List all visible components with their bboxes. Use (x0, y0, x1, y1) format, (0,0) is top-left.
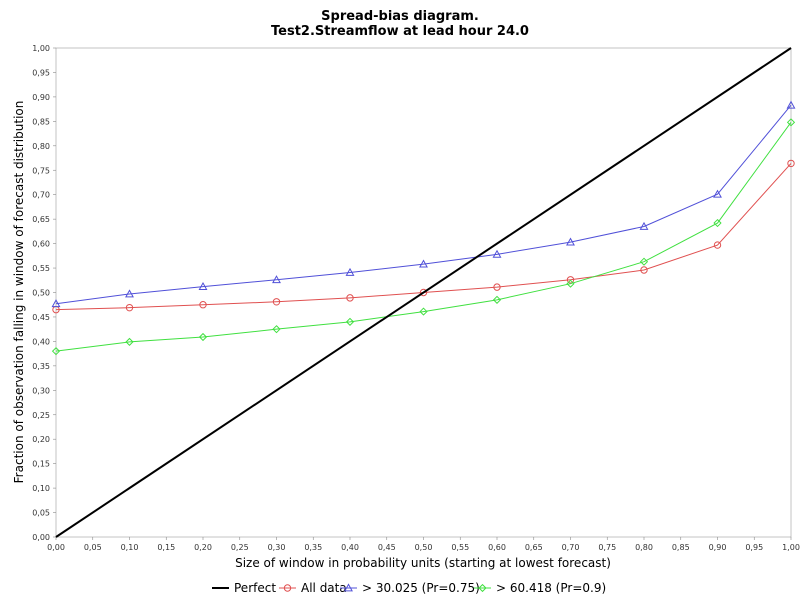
y-tick-label: 0,35 (32, 362, 50, 371)
series-line (55, 122, 792, 352)
data-point (419, 307, 428, 316)
x-tick-label: 0,75 (598, 543, 616, 552)
y-tick-label: 0,65 (32, 215, 50, 224)
x-tick-label: 0,60 (488, 543, 506, 552)
data-point (566, 276, 575, 284)
legend-marker (283, 584, 292, 592)
x-tick-label: 0,40 (341, 543, 359, 552)
data-point (639, 221, 649, 230)
data-point (272, 325, 281, 334)
data-point (713, 218, 722, 228)
chart-subtitle: Test2.Streamflow at lead hour 24.0 (271, 24, 529, 39)
series-line (55, 104, 792, 305)
y-tick-label: 0,45 (32, 313, 50, 322)
y-tick-label: 0,15 (32, 460, 50, 469)
x-tick-label: 0,25 (231, 543, 249, 552)
series-line (55, 47, 792, 538)
data-point (346, 294, 354, 302)
legend-item: All data (279, 581, 347, 595)
y-tick-label: 0,95 (32, 68, 50, 77)
y-tick-label: 0,50 (32, 289, 50, 298)
legend-label: All data (301, 581, 347, 595)
x-tick-label: 0,45 (378, 543, 396, 552)
data-point (198, 282, 208, 291)
legend-marker (478, 583, 487, 593)
x-tick-label: 0,80 (635, 543, 653, 552)
x-tick-label: 0,15 (157, 543, 175, 552)
data-point (51, 299, 61, 308)
data-point (787, 159, 795, 168)
data-point (493, 283, 501, 291)
y-tick-label: 0,10 (32, 484, 50, 493)
legend: Perfect All data > 30.025 (Pr=0.75) > 60.41… (212, 581, 606, 595)
series-layer (51, 47, 796, 538)
x-tick-label: 0,65 (525, 543, 543, 552)
y-tick-label: 0,05 (32, 509, 50, 518)
data-point (51, 347, 61, 356)
legend-label: Perfect (234, 581, 276, 595)
data-point (419, 259, 428, 268)
x-tick-label: 0,90 (709, 543, 727, 552)
y-tick-label: 1,00 (32, 44, 50, 53)
data-point (566, 237, 575, 246)
y-tick-label: 0,75 (32, 166, 50, 175)
data-point (492, 295, 502, 304)
x-tick-label: 0,00 (47, 543, 65, 552)
y-tick-label: 0,85 (32, 117, 50, 126)
data-point (492, 249, 502, 258)
y-tick-label: 0,60 (32, 240, 50, 249)
axis-ticks: 0,00 0,05 0,10 0,15 0,20 0,25 0,30 0,35 0,40 0,45… (32, 44, 800, 552)
data-point (125, 303, 134, 312)
x-tick-label: 0,50 (415, 543, 433, 552)
y-tick-label: 0,80 (32, 142, 50, 151)
x-tick-label: 0,20 (194, 543, 212, 552)
data-point (639, 257, 649, 266)
legend-label: > 30.025 (Pr=0.75) (362, 581, 480, 595)
legend-marker (344, 583, 353, 592)
data-point (713, 241, 722, 249)
data-point (345, 317, 355, 326)
x-axis-label: Size of window in probability units (sta… (235, 556, 611, 570)
x-tick-label: 0,05 (84, 543, 102, 552)
y-tick-label: 0,20 (32, 435, 50, 444)
data-point (419, 288, 428, 297)
x-tick-label: 0,95 (745, 543, 763, 552)
data-point (786, 100, 796, 109)
data-point (345, 267, 355, 276)
legend-item: > 60.418 (Pr=0.9) (474, 581, 606, 595)
y-tick-label: 0,55 (32, 264, 50, 273)
x-tick-label: 0,10 (121, 543, 139, 552)
data-point (199, 301, 207, 309)
data-point (125, 289, 134, 298)
data-point (272, 298, 281, 306)
chart-title: Spread-bias diagram. (321, 9, 479, 24)
legend-item: Perfect (212, 581, 276, 595)
x-tick-label: 0,30 (268, 543, 286, 552)
series-30-025-pr-0-75 (51, 100, 796, 308)
x-tick-label: 1,00 (782, 543, 800, 552)
legend-item: > 30.025 (Pr=0.75) (340, 581, 480, 595)
x-tick-label: 0,35 (304, 543, 322, 552)
data-point (198, 332, 208, 342)
series-perfect (55, 47, 792, 538)
y-tick-label: 0,70 (32, 191, 50, 200)
legend-label: > 60.418 (Pr=0.9) (496, 581, 606, 595)
y-axis-label: Fraction of observation falling in windo… (12, 101, 26, 484)
data-point (713, 189, 722, 198)
y-tick-label: 0,00 (32, 533, 50, 542)
y-tick-label: 0,25 (32, 411, 50, 420)
y-tick-label: 0,90 (32, 93, 50, 102)
y-tick-label: 0,30 (32, 386, 50, 395)
x-tick-label: 0,70 (562, 543, 580, 552)
data-point (272, 275, 281, 284)
data-point (786, 118, 796, 127)
data-point (125, 337, 134, 346)
data-point (640, 266, 648, 274)
data-point (566, 279, 575, 288)
x-tick-label: 0,55 (451, 543, 469, 552)
y-tick-label: 0,40 (32, 337, 50, 346)
x-tick-label: 0,85 (672, 543, 690, 552)
series-60-418-pr-0-9 (51, 118, 796, 356)
